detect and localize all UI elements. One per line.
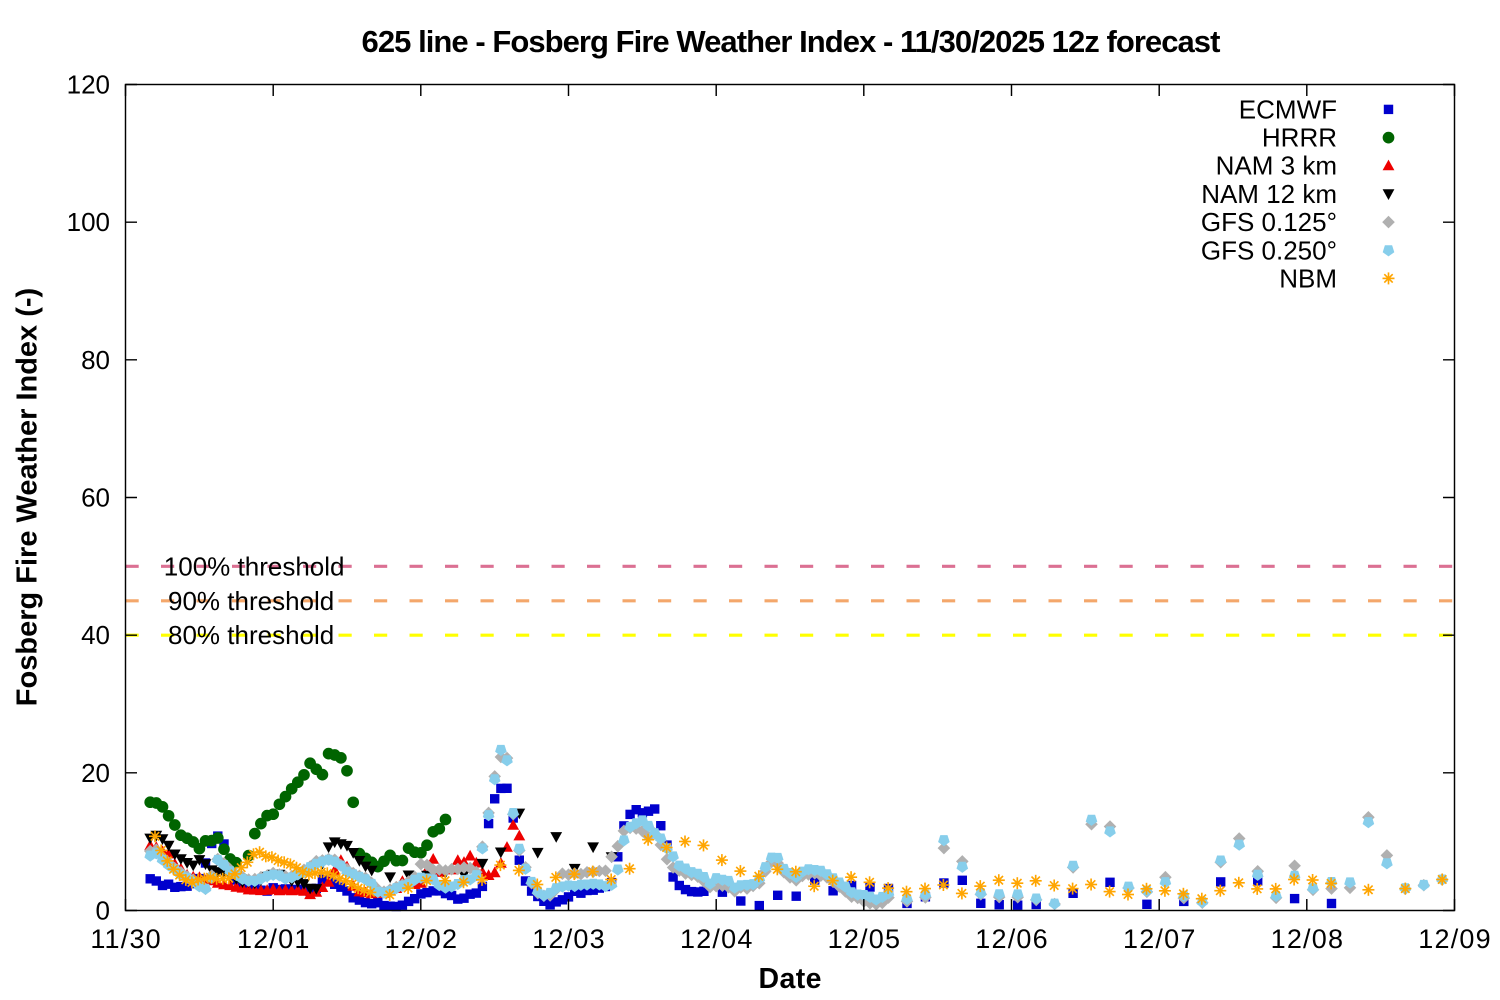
svg-text:120: 120 <box>67 70 110 100</box>
svg-text:12/01: 12/01 <box>237 924 311 954</box>
svg-text:80% threshold: 80% threshold <box>168 620 334 650</box>
svg-text:12/08: 12/08 <box>1271 924 1345 954</box>
svg-text:625 line - Fosberg Fire Weathe: 625 line - Fosberg Fire Weather Index - … <box>362 24 1221 59</box>
svg-text:100% threshold: 100% threshold <box>164 551 345 581</box>
svg-text:12/03: 12/03 <box>532 924 606 954</box>
svg-text:HRRR: HRRR <box>1262 123 1337 153</box>
svg-text:Fosberg Fire Weather Index (-): Fosberg Fire Weather Index (-) <box>12 288 44 706</box>
svg-text:12/06: 12/06 <box>975 924 1049 954</box>
svg-text:Date: Date <box>759 963 822 995</box>
svg-text:NAM 3 km: NAM 3 km <box>1216 151 1337 181</box>
svg-text:ECMWF: ECMWF <box>1239 94 1337 124</box>
svg-text:NBM: NBM <box>1279 263 1337 293</box>
svg-text:GFS 0.250°: GFS 0.250° <box>1201 235 1337 265</box>
svg-text:90% threshold: 90% threshold <box>168 586 334 616</box>
svg-text:80: 80 <box>81 345 110 375</box>
svg-text:60: 60 <box>81 483 110 513</box>
svg-text:40: 40 <box>81 620 110 650</box>
svg-text:0: 0 <box>96 896 110 926</box>
svg-text:GFS 0.125°: GFS 0.125° <box>1201 207 1337 237</box>
svg-text:11/30: 11/30 <box>90 924 162 954</box>
svg-text:12/09: 12/09 <box>1418 924 1492 954</box>
svg-text:12/04: 12/04 <box>680 924 754 954</box>
svg-text:12/07: 12/07 <box>1123 924 1197 954</box>
svg-text:100: 100 <box>67 207 110 237</box>
svg-text:12/02: 12/02 <box>385 924 459 954</box>
svg-text:12/05: 12/05 <box>828 924 902 954</box>
svg-text:20: 20 <box>81 758 110 788</box>
svg-text:NAM 12 km: NAM 12 km <box>1201 179 1337 209</box>
